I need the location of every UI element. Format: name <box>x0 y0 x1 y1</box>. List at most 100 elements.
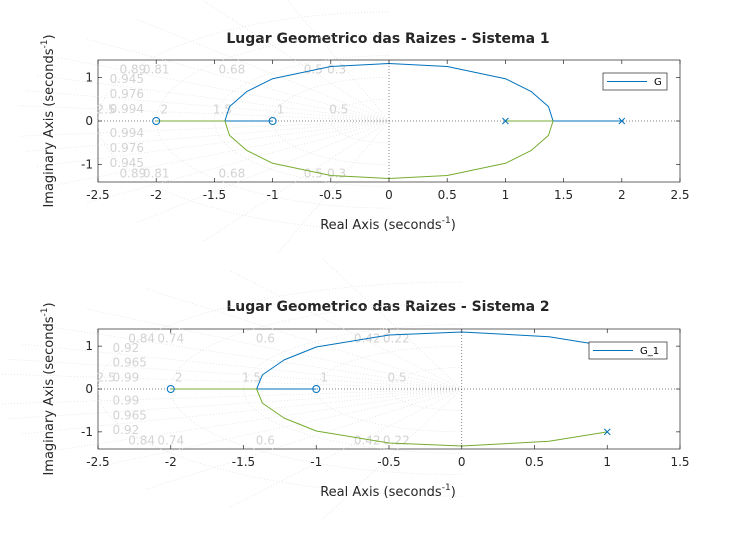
x-tick-label: 1.5 <box>554 188 573 202</box>
damping-ray <box>47 388 462 452</box>
frequency-label: 0.5 <box>329 103 348 117</box>
damping-ray <box>7 358 462 390</box>
damping-label: 0.965 <box>113 355 147 369</box>
damping-ray <box>36 75 390 122</box>
y-tick-label: -1 <box>81 158 93 172</box>
damping-label: 0.89 <box>120 63 147 77</box>
damping-ray <box>145 288 462 390</box>
frequency-arc <box>330 98 389 144</box>
damping-ray <box>0 373 462 390</box>
x-tick-label: 1 <box>502 188 510 202</box>
x-tick-label: 0 <box>458 455 466 469</box>
zero-marker <box>312 385 321 393</box>
frequency-label: 1 <box>320 371 328 385</box>
damping-label: 0.6 <box>256 433 275 447</box>
damping-label: 0.74 <box>157 433 184 447</box>
subplot-1-ylabel: Imaginary Axis (seconds-1) <box>40 34 57 207</box>
locus-branch-1 <box>256 331 608 390</box>
damping-label: 0.84 <box>128 331 155 345</box>
subplot-2-legend-label: G_1 <box>640 346 659 357</box>
damping-label: 0.99 <box>113 370 140 384</box>
x-tick-label: 1 <box>603 455 611 469</box>
subplot-2-x-ticks: -2.5 -2 -1.5 -1 -0.5 0 0.5 1 1.5 <box>86 329 690 469</box>
damping-label: 0.994 <box>110 126 144 140</box>
damping-ray <box>87 38 390 122</box>
x-tick-label: 1.5 <box>670 455 689 469</box>
damping-ray <box>202 120 390 243</box>
damping-label: 0.84 <box>128 433 155 447</box>
y-tick-label: 1 <box>85 339 93 353</box>
x-tick-label: 0 <box>385 188 393 202</box>
subplot-2-legend: G_1 <box>588 341 668 360</box>
damping-label: 0.945 <box>110 156 144 170</box>
subplot-2: Lugar Geometrico das Raizes - Sistema 2 … <box>0 257 690 521</box>
damping-label: 0.994 <box>110 102 144 116</box>
frequency-label: 1 <box>277 103 285 117</box>
damping-label: 0.92 <box>113 423 140 437</box>
damping-ray <box>145 388 462 490</box>
subplot-2-ylabel: Imaginary Axis (seconds-1) <box>40 302 57 475</box>
subplot-1-x-ticks: -2.5 -2 -1.5 -1 -0.5 0 0.5 1 1.5 2 2.5 <box>86 60 690 202</box>
x-tick-label: -0.5 <box>319 188 342 202</box>
x-tick-label: -1.5 <box>203 188 226 202</box>
damping-ray <box>321 388 462 521</box>
y-tick-label: 0 <box>85 114 93 128</box>
zero-marker <box>166 385 175 393</box>
x-tick-label: -1 <box>267 188 279 202</box>
x-tick-label: 2.5 <box>670 188 689 202</box>
damping-label: 0.22 <box>383 433 410 447</box>
damping-label: 0.81 <box>143 166 170 180</box>
damping-label: 0.945 <box>110 72 144 86</box>
subplot-1-legend-label: G <box>654 77 662 88</box>
subplot-1-xlabel: Real Axis (seconds-1) <box>320 216 456 233</box>
damping-ray <box>276 120 390 255</box>
damping-ray <box>57 120 390 185</box>
x-tick-label: 2 <box>618 188 626 202</box>
damping-ray <box>321 257 462 390</box>
damping-label: 0.5 <box>304 63 323 77</box>
x-tick-label: -2.5 <box>86 188 109 202</box>
damping-label: 0.74 <box>157 331 184 345</box>
damping-label: 0.92 <box>113 341 140 355</box>
damping-ray <box>7 388 462 420</box>
subplot-2-locus-branches <box>170 331 608 447</box>
pole-marker <box>502 117 509 125</box>
damping-label: 0.89 <box>120 166 147 180</box>
damping-label: 0.22 <box>383 331 410 345</box>
damping-ray <box>135 18 390 122</box>
frequency-label: 2.5 <box>96 371 115 385</box>
damping-ray <box>84 308 462 390</box>
damping-ray <box>286 0 390 122</box>
damping-label: 0.81 <box>143 63 170 77</box>
frequency-label: 2.5 <box>96 103 115 117</box>
damping-ray <box>36 120 390 167</box>
damping-ray <box>135 120 390 224</box>
x-tick-label: -1 <box>310 455 322 469</box>
pole-stroke <box>618 117 626 125</box>
x-tick-label: 0.5 <box>438 188 457 202</box>
x-tick-label: -2.5 <box>86 455 109 469</box>
locus-branch-2 <box>170 388 608 447</box>
damping-label: 0.68 <box>219 166 246 180</box>
x-tick-label: -2 <box>165 455 177 469</box>
frequency-label: 1.5 <box>242 371 261 385</box>
subplot-1-y-ticks: 1 0 -1 <box>81 70 680 172</box>
y-tick-label: 0 <box>85 382 93 396</box>
damping-label: 0.99 <box>113 394 140 408</box>
pole-stroke <box>502 117 509 125</box>
subplot-2-xlabel: Real Axis (seconds-1) <box>320 483 456 500</box>
damping-label: 0.6 <box>256 331 275 345</box>
subplot-1-pole-zero-markers <box>152 117 626 125</box>
damping-ray <box>47 326 462 390</box>
subplot-1: Lugar Geometrico das Raizes - Sistema 1 … <box>18 0 690 255</box>
pole-marker <box>603 428 611 436</box>
damping-ray <box>25 90 390 122</box>
frequency-label: 2 <box>175 371 183 385</box>
x-tick-label: -0.5 <box>377 455 400 469</box>
subplot-1-legend: G <box>602 72 668 91</box>
x-tick-label: -2 <box>150 188 162 202</box>
pole-marker <box>618 117 626 125</box>
damping-label: 0.68 <box>219 63 246 77</box>
damping-label: 0.3 <box>327 166 346 180</box>
